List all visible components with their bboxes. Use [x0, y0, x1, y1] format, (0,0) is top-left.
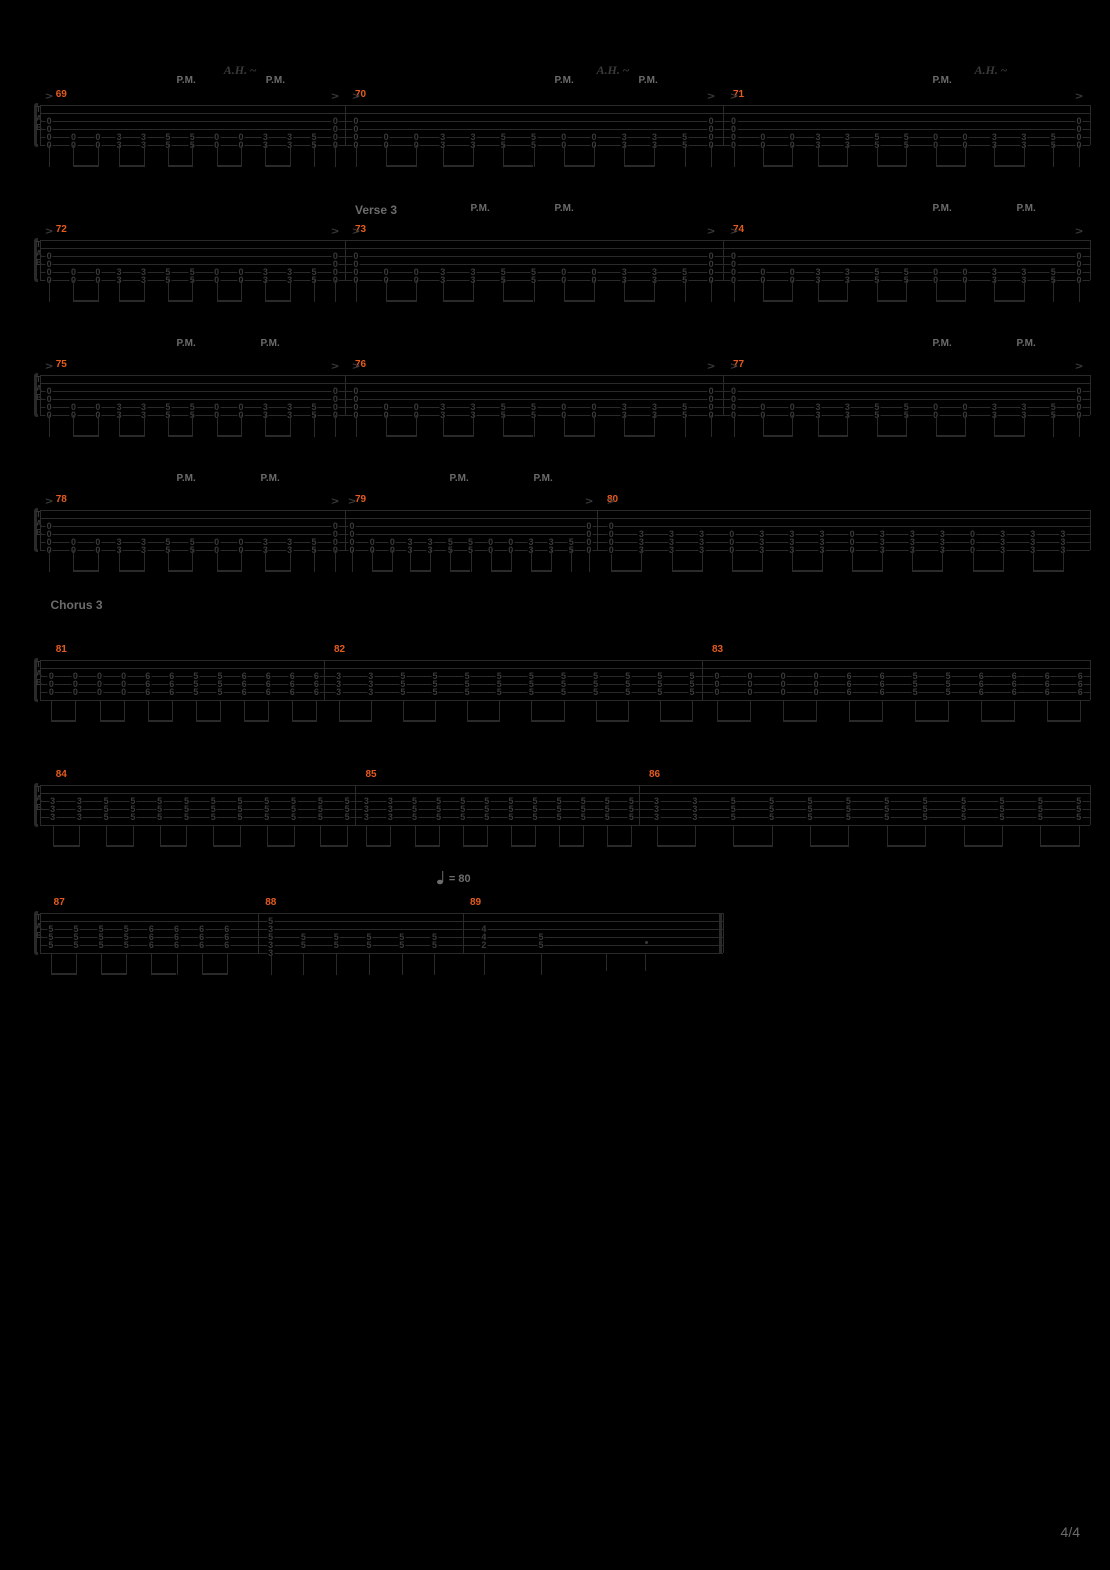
pm-annotation: P.M.: [555, 203, 574, 214]
pm-annotation: P.M.: [534, 473, 553, 484]
measure-number: 79: [355, 494, 366, 505]
measure-number: 82: [334, 644, 345, 655]
tab-row: TAB787980P.M.P.M.P.M.P.M.0000>0000333355…: [40, 460, 1090, 595]
pm-annotation: P.M.: [450, 473, 469, 484]
pm-annotation: P.M.: [1017, 203, 1036, 214]
measure-number: 87: [54, 897, 65, 908]
pm-annotation: P.M.: [261, 338, 280, 349]
pm-annotation: P.M.: [1017, 338, 1036, 349]
pm-annotation: P.M.: [266, 75, 285, 86]
tab-row: TAB8485863333335555555555555555555555555…: [40, 735, 1090, 870]
pm-annotation: P.M.: [177, 473, 196, 484]
pm-annotation: P.M.: [639, 75, 658, 86]
tab-row: TAB878889 = 8055555555555566666666666653…: [40, 863, 723, 998]
pm-annotation: P.M.: [177, 338, 196, 349]
measure-number: 74: [733, 224, 744, 235]
pm-annotation: P.M.: [555, 75, 574, 86]
pm-annotation: P.M.: [471, 203, 490, 214]
measure-number: 85: [366, 769, 377, 780]
measure-number: 70: [355, 89, 366, 100]
measure-number: 88: [265, 897, 276, 908]
measure-number: 84: [56, 769, 67, 780]
measure-number: 80: [607, 494, 618, 505]
pm-annotation: P.M.: [933, 203, 952, 214]
tab-row: TAB818283Chorus 300000000000066666655555…: [40, 610, 1090, 745]
ah-annotation: A.H. ~: [597, 63, 630, 78]
pm-annotation: P.M.: [933, 75, 952, 86]
measure-number: 72: [56, 224, 67, 235]
measure-number: 83: [712, 644, 723, 655]
section-label: Verse 3: [355, 203, 397, 217]
ah-annotation: A.H. ~: [975, 63, 1008, 78]
measure-number: 75: [56, 359, 67, 370]
measure-number: 77: [733, 359, 744, 370]
tab-row: TAB727374P.M.P.M.P.M.P.M.Verse 30000>000…: [40, 190, 1090, 325]
measure-number: 73: [355, 224, 366, 235]
measure-number: 89: [470, 897, 481, 908]
pm-annotation: P.M.: [177, 75, 196, 86]
measure-number: 78: [56, 494, 67, 505]
pm-annotation: P.M.: [261, 473, 280, 484]
measure-number: 76: [355, 359, 366, 370]
tab-row: TAB757677P.M.P.M.P.M.P.M.0000>0000333355…: [40, 325, 1090, 460]
tempo-marking: = 80: [436, 871, 471, 885]
pm-annotation: P.M.: [933, 338, 952, 349]
measure-number: 71: [733, 89, 744, 100]
ah-annotation: A.H. ~: [224, 63, 257, 78]
measure-number: 69: [56, 89, 67, 100]
tab-row: TAB697071P.M.P.M.P.M.P.M.P.M.A.H. ~A.H. …: [40, 55, 1090, 190]
section-label: Chorus 3: [51, 598, 103, 612]
measure-number: 86: [649, 769, 660, 780]
measure-number: 81: [56, 644, 67, 655]
page-number: 4/4: [1061, 1524, 1080, 1540]
